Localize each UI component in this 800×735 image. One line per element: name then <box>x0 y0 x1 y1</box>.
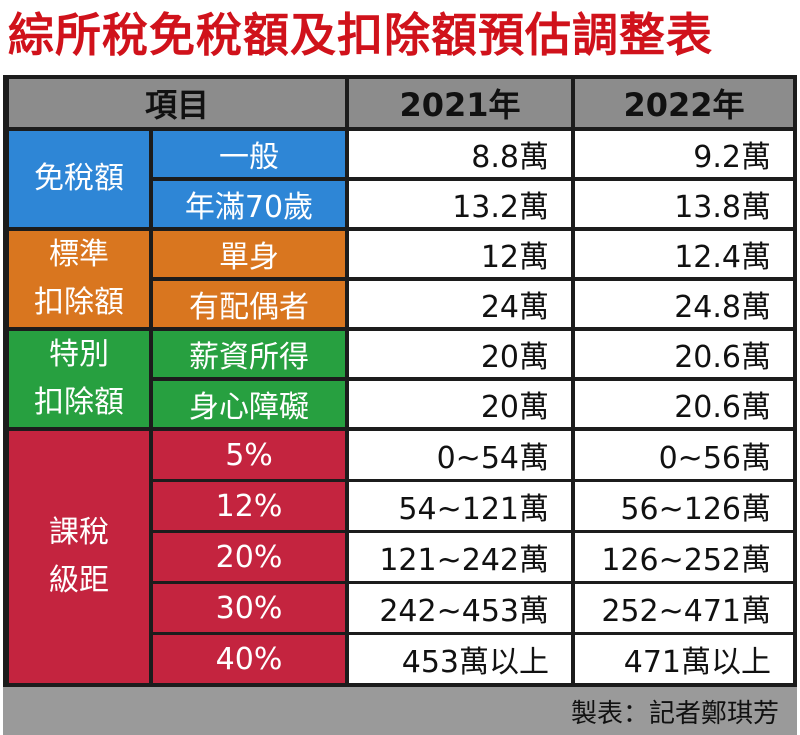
header-year-2022: 2022年 <box>575 79 793 127</box>
group-special-line2: 扣除額 <box>34 385 124 420</box>
tax-table: 項目 2021年 2022年 免稅額 標準 扣除額 特別 扣除額 課稅 級距 一… <box>3 75 797 687</box>
header-year-2021: 2021年 <box>349 79 571 127</box>
row-item: 一般 <box>153 131 345 177</box>
row-value-2022: 20.6萬 <box>575 381 793 427</box>
group-standard-deduction: 標準 扣除額 <box>9 231 149 327</box>
table-title: 綜所稅免稅額及扣除額預估調整表 <box>8 8 713 62</box>
row-value-2022: 471萬以上 <box>575 635 793 683</box>
group-brackets-line1: 課稅 <box>49 515 109 550</box>
row-value-2022: 56~126萬 <box>575 482 793 530</box>
row-item: 單身 <box>153 231 345 277</box>
row-value-2022: 252~471萬 <box>575 584 793 632</box>
group-brackets-line2: 級距 <box>49 563 109 598</box>
row-item: 身心障礙 <box>153 381 345 427</box>
row-value-2021: 242~453萬 <box>349 584 571 632</box>
row-value-2021: 13.2萬 <box>349 181 571 227</box>
row-item: 12% <box>153 482 345 530</box>
row-item: 5% <box>153 431 345 479</box>
row-value-2021: 24萬 <box>349 281 571 327</box>
row-item: 有配偶者 <box>153 281 345 327</box>
row-value-2021: 12萬 <box>349 231 571 277</box>
row-value-2022: 24.8萬 <box>575 281 793 327</box>
row-item: 40% <box>153 635 345 683</box>
group-tax-brackets: 課稅 級距 <box>9 431 149 683</box>
group-exemption-label: 免稅額 <box>34 161 124 196</box>
row-item: 年滿70歲 <box>153 181 345 227</box>
row-value-2022: 20.6萬 <box>575 331 793 377</box>
row-value-2022: 0~56萬 <box>575 431 793 479</box>
row-value-2022: 12.4萬 <box>575 231 793 277</box>
header-item: 項目 <box>9 79 345 127</box>
row-value-2021: 121~242萬 <box>349 533 571 581</box>
group-standard-line2: 扣除額 <box>34 285 124 320</box>
row-value-2022: 126~252萬 <box>575 533 793 581</box>
row-value-2021: 20萬 <box>349 381 571 427</box>
row-value-2022: 13.8萬 <box>575 181 793 227</box>
row-item: 薪資所得 <box>153 331 345 377</box>
group-special-line1: 特別 <box>49 337 109 372</box>
row-value-2021: 453萬以上 <box>349 635 571 683</box>
row-value-2021: 0~54萬 <box>349 431 571 479</box>
row-value-2022: 9.2萬 <box>575 131 793 177</box>
group-special-deduction: 特別 扣除額 <box>9 331 149 427</box>
row-value-2021: 20萬 <box>349 331 571 377</box>
row-item: 30% <box>153 584 345 632</box>
row-value-2021: 8.8萬 <box>349 131 571 177</box>
row-value-2021: 54~121萬 <box>349 482 571 530</box>
source-credit: 製表：記者鄭琪芳 <box>3 687 797 735</box>
group-exemption: 免稅額 <box>9 131 149 227</box>
row-item: 20% <box>153 533 345 581</box>
group-standard-line1: 標準 <box>49 237 109 272</box>
